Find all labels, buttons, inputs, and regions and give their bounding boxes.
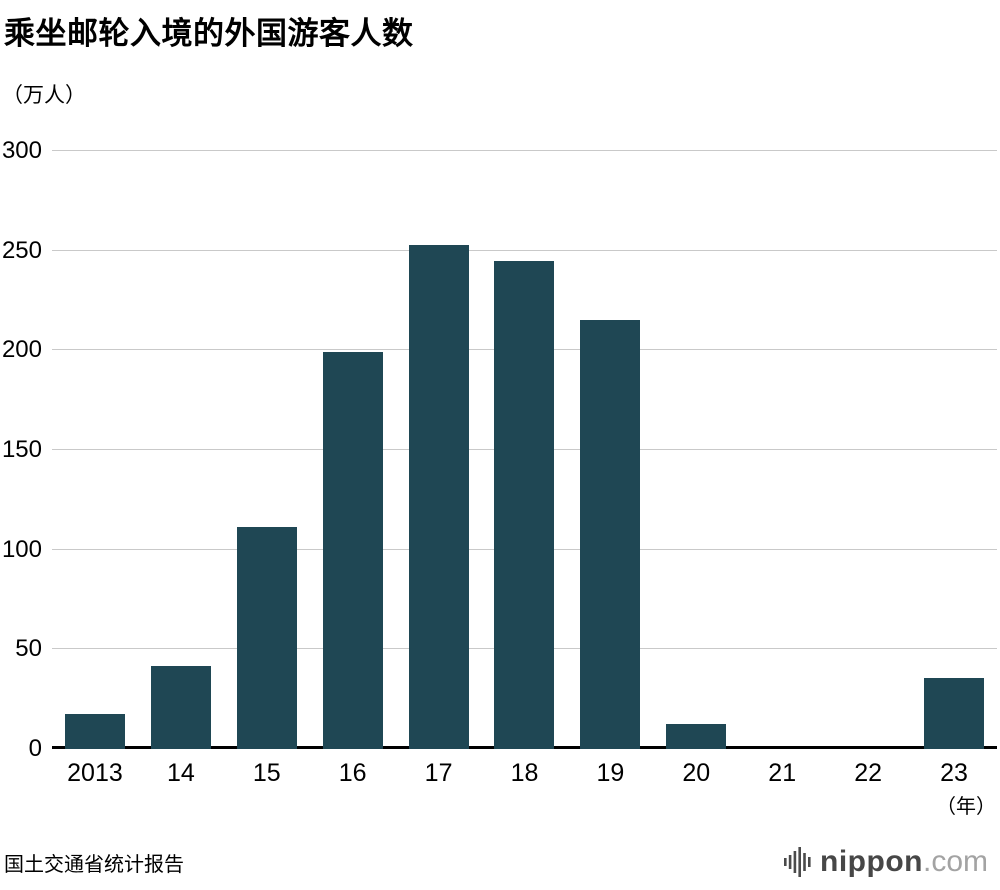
x-tick-label: 14	[166, 759, 195, 787]
bar-20	[666, 723, 727, 749]
x-tick-label: 19	[596, 759, 625, 787]
y-tick-label: 0	[28, 735, 42, 762]
y-tick-label: 300	[1, 137, 42, 164]
bar-16	[322, 351, 383, 749]
bars-container	[52, 151, 997, 749]
bar-2013	[64, 714, 125, 749]
chart-title: 乘坐邮轮入境的外国游客人数	[4, 16, 414, 51]
bar-column	[52, 151, 138, 749]
gridline	[52, 150, 997, 151]
bar-column	[911, 151, 997, 749]
bar-14	[150, 666, 211, 749]
bar-column	[825, 151, 911, 749]
x-tick-label: 20	[682, 759, 711, 787]
y-tick-label: 150	[1, 436, 42, 463]
bar-column	[396, 151, 482, 749]
x-tick-label: 22	[854, 759, 883, 787]
x-tick-label: 17	[424, 759, 453, 787]
y-tick-label: 50	[15, 635, 42, 663]
soundwave-icon	[784, 847, 811, 877]
nippon-logo-text: nippon.com	[820, 845, 988, 879]
bar-column	[653, 151, 739, 749]
x-tick-label: 23	[940, 759, 968, 787]
x-axis-unit-label: （年）	[936, 796, 996, 818]
y-axis-unit-label: （万人）	[2, 84, 86, 107]
bar-column	[310, 151, 396, 749]
bar-column	[739, 151, 825, 749]
chart-page: 乘坐邮轮入境的外国游客人数 （万人） 0 50 100 150 200 250 300 20…	[0, 8, 1000, 890]
bar-column	[567, 151, 653, 749]
bar-15	[236, 526, 297, 749]
bar-18	[494, 261, 555, 749]
bar-column	[224, 151, 310, 749]
bar-19	[580, 319, 641, 749]
nippon-logo: nippon.com	[784, 845, 988, 879]
logo-tld: .com	[922, 845, 988, 878]
bar-17	[408, 244, 469, 749]
x-tick-label: 18	[510, 759, 539, 787]
source-text: 国土交通省统计报告	[4, 853, 184, 876]
y-tick-label: 100	[1, 535, 42, 563]
y-tick-label: 200	[1, 336, 42, 364]
x-tick-label: 21	[768, 759, 797, 787]
bar-column	[138, 151, 224, 749]
logo-name: nippon	[820, 845, 923, 878]
gridline	[52, 249, 997, 251]
bar-column	[482, 151, 568, 749]
x-tick-label: 2013	[67, 759, 123, 787]
plot-area: 0 50 100 150 200 250 300	[2, 139, 997, 761]
x-axis-labels: 2013 14 15 16 17 18 19 20 21 22 23	[52, 749, 997, 788]
bar-23	[924, 678, 985, 749]
x-tick-label: 15	[252, 759, 281, 787]
footer: 国土交通省统计报告 nippon.com	[4, 845, 988, 879]
y-tick-label: 250	[1, 236, 42, 264]
x-tick-label: 16	[338, 759, 367, 787]
